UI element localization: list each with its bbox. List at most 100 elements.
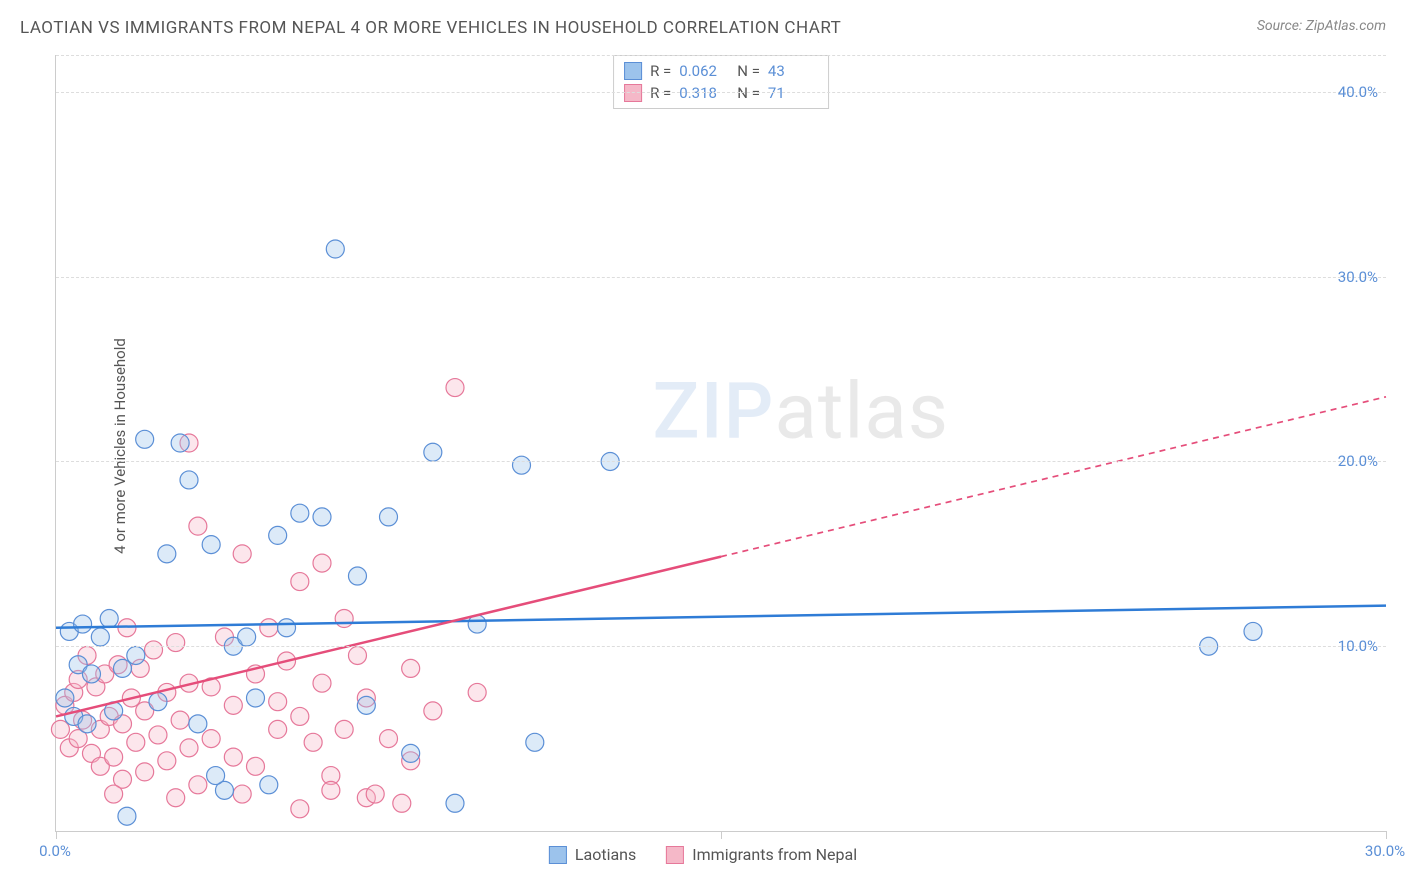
data-point [269,720,287,738]
data-point [446,794,464,812]
trend-line [56,606,1386,628]
data-point [393,794,411,812]
n-label: N = [737,62,760,80]
gridline-h [56,92,1386,93]
stats-row-0: R = 0.062 N = 43 [624,60,818,82]
data-point [233,545,251,563]
x-tick [56,831,57,839]
legend-item-1: Immigrants from Nepal [666,845,857,864]
data-point [526,733,544,751]
data-point [149,726,167,744]
data-point [136,763,154,781]
data-point [304,733,322,751]
data-point [366,785,384,803]
data-point [291,573,309,591]
r-value-0: 0.062 [679,62,729,80]
data-point [260,619,278,637]
data-point [78,715,96,733]
data-point [1244,622,1262,640]
gridline-h [56,461,1386,462]
data-point [180,739,198,757]
data-point [247,689,265,707]
r-value-1: 0.318 [679,84,729,102]
swatch-series-1 [624,84,642,102]
data-point [468,683,486,701]
data-point [202,536,220,554]
trend-line-dashed [721,397,1386,557]
data-point [167,789,185,807]
data-point [233,785,251,803]
x-tick-label: 30.0% [1365,842,1405,860]
data-point [513,456,531,474]
r-label: R = [650,62,671,80]
x-tick [1386,831,1387,839]
data-point [278,619,296,637]
data-point [380,730,398,748]
bottom-legend: Laotians Immigrants from Nepal [549,845,857,864]
data-point [238,628,256,646]
data-point [322,781,340,799]
r-label: R = [650,84,671,102]
n-value-0: 43 [768,62,818,80]
legend-swatch-0 [549,846,567,864]
data-point [171,434,189,452]
data-point [335,720,353,738]
data-point [118,807,136,825]
data-point [402,744,420,762]
data-point [114,659,132,677]
data-point [100,610,118,628]
data-point [357,696,375,714]
y-tick-label: 40.0% [1338,83,1378,101]
y-tick-label: 30.0% [1338,268,1378,286]
data-point [202,730,220,748]
data-point [247,757,265,775]
data-point [260,776,278,794]
data-point [326,240,344,258]
legend-swatch-1 [666,846,684,864]
gridline-h [56,55,1386,56]
data-point [313,554,331,572]
data-point [189,776,207,794]
data-point [402,659,420,677]
stats-legend: R = 0.062 N = 43 R = 0.318 N = 71 [613,55,829,109]
source-label: Source: [1257,18,1306,34]
legend-item-0: Laotians [549,845,636,864]
data-point [335,610,353,628]
data-point [136,430,154,448]
data-point [167,634,185,652]
data-point [127,733,145,751]
data-point [56,689,74,707]
data-point [171,711,189,729]
chart-title: LAOTIAN VS IMMIGRANTS FROM NEPAL 4 OR MO… [20,18,841,38]
x-tick-label: 0.0% [39,842,71,860]
chart-canvas [56,55,1386,831]
data-point [380,508,398,526]
data-point [424,443,442,461]
data-point [145,641,163,659]
legend-label-0: Laotians [575,845,636,864]
data-point [207,767,225,785]
data-point [313,674,331,692]
source-name: ZipAtlas.com [1306,18,1386,34]
source-attribution: Source: ZipAtlas.com [1257,18,1386,34]
data-point [74,615,92,633]
data-point [189,715,207,733]
n-label: N = [737,84,760,102]
data-point [348,567,366,585]
plot-area: ZIPatlas R = 0.062 N = 43 R = 0.318 N = … [55,55,1386,832]
data-point [82,665,100,683]
data-point [313,508,331,526]
data-point [269,693,287,711]
data-point [269,526,287,544]
n-value-1: 71 [768,84,818,102]
legend-label-1: Immigrants from Nepal [692,845,857,864]
data-point [446,379,464,397]
gridline-h [56,646,1386,647]
data-point [158,545,176,563]
y-tick-label: 10.0% [1338,637,1378,655]
data-point [291,707,309,725]
data-point [224,748,242,766]
data-point [51,720,69,738]
swatch-series-0 [624,62,642,80]
data-point [127,646,145,664]
